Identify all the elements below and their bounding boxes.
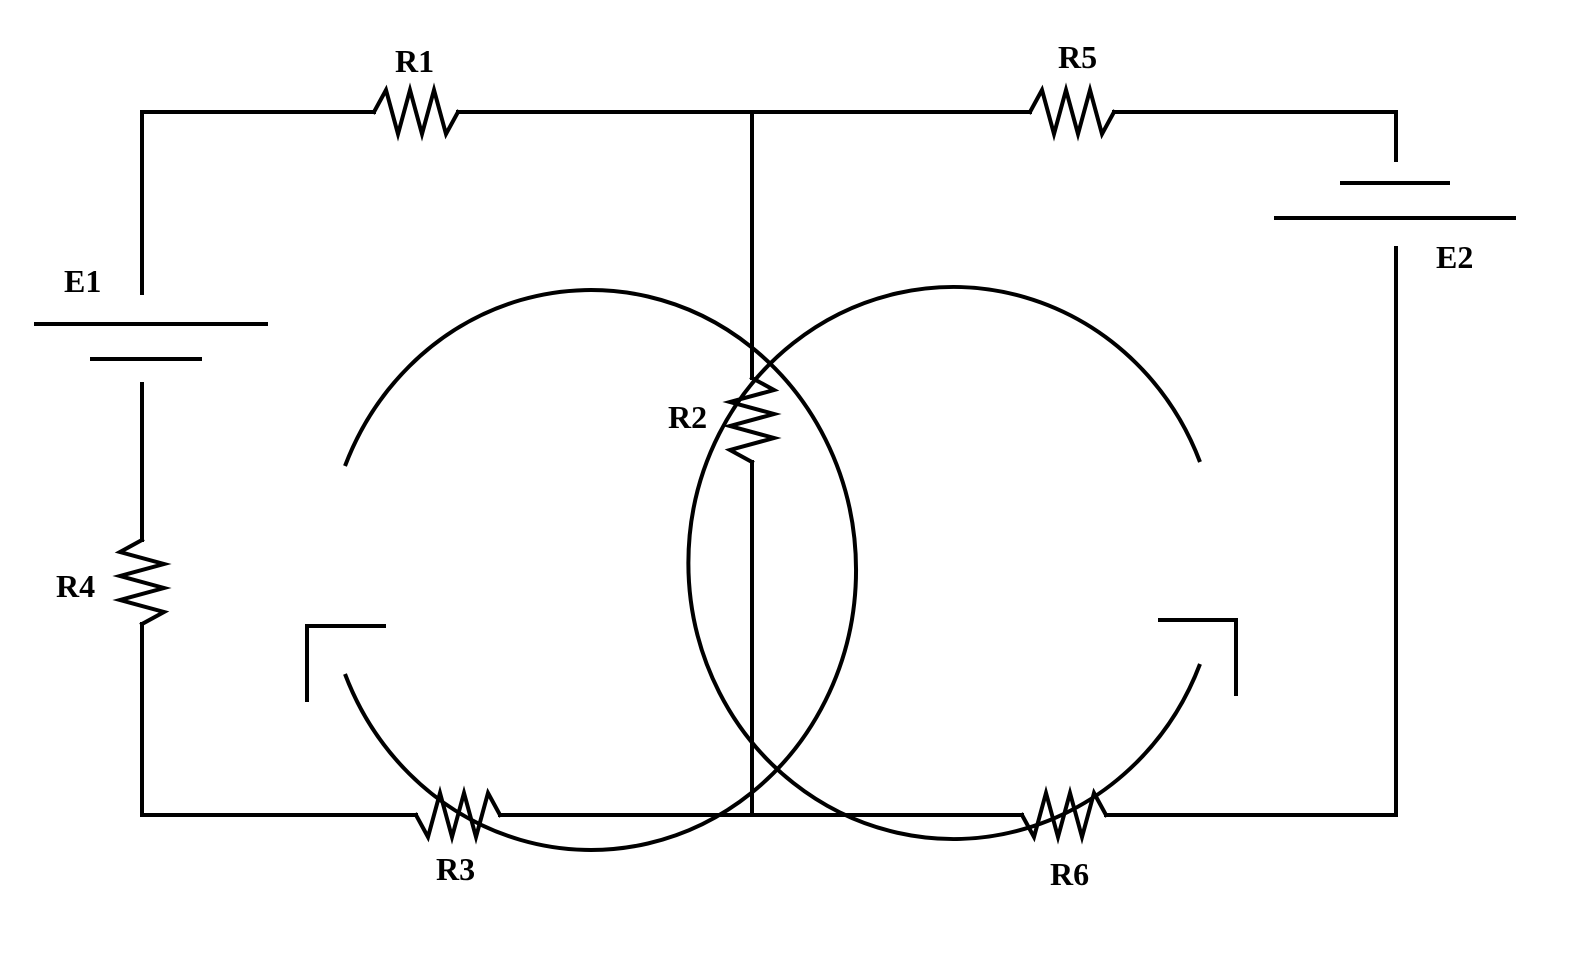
label-r6: R6 — [1050, 856, 1089, 892]
resistor-r5 — [1027, 82, 1117, 142]
resistor-r3 — [413, 785, 503, 845]
loop-arrowhead-right — [1158, 618, 1238, 696]
loop-arrow-left — [343, 288, 858, 852]
label-r1: R1 — [395, 43, 434, 79]
wire-right — [1104, 246, 1398, 817]
label-e1: E1 — [64, 263, 101, 299]
wire-top-left — [140, 110, 376, 295]
wire-top-right — [1112, 110, 1398, 162]
resistor-r1 — [371, 82, 461, 142]
label-r4: R4 — [56, 568, 95, 604]
label-e2: E2 — [1436, 239, 1473, 275]
label-r2: R2 — [668, 399, 707, 435]
loop-arrowhead-left — [305, 624, 386, 702]
loop-arrow-right — [686, 285, 1202, 841]
label-r3: R3 — [436, 851, 475, 887]
label-r5: R5 — [1058, 39, 1097, 75]
wire-bottom-left — [140, 622, 418, 817]
resistor-r2 — [722, 375, 782, 465]
resistor-r4 — [112, 537, 172, 627]
